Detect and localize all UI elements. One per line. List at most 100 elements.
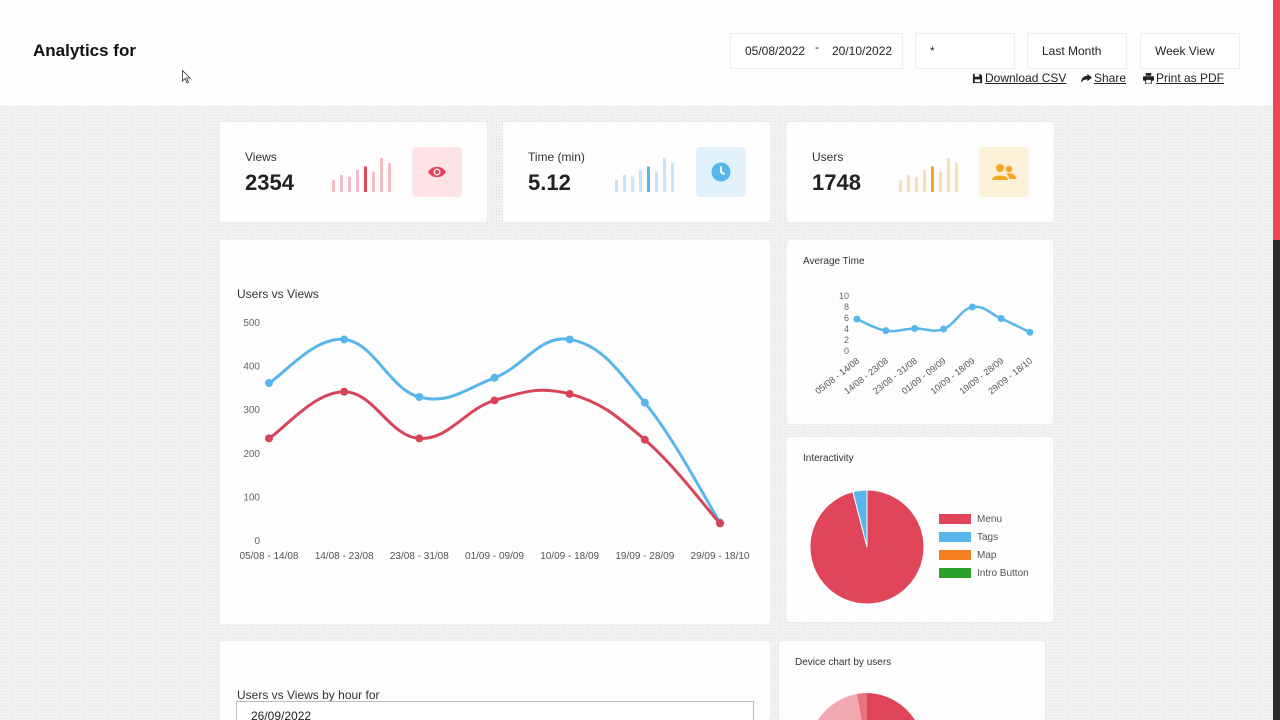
hourly-date-input[interactable]: 26/09/2022 <box>236 701 754 720</box>
page-title: Analytics for <box>33 41 136 60</box>
legend-item[interactable]: Intro Button <box>939 564 1029 582</box>
pie-slice[interactable] <box>852 489 868 548</box>
y-tick-label: 500 <box>243 318 260 329</box>
sparkline-bar <box>372 171 375 192</box>
data-point[interactable] <box>640 435 649 444</box>
sparkline-bar <box>663 158 666 192</box>
sparkline-bar <box>923 169 926 192</box>
data-point[interactable] <box>415 434 424 443</box>
legend-item[interactable]: Tags <box>939 528 1029 546</box>
data-point[interactable] <box>340 335 349 344</box>
x-tick-label: 19/09 - 28/09 <box>615 551 674 562</box>
eye-icon <box>428 166 446 178</box>
filter-input[interactable]: * <box>915 33 1015 69</box>
data-point[interactable] <box>490 396 499 405</box>
kpi-icon-box <box>696 147 746 197</box>
print-pdf-link[interactable]: Print as PDF <box>1143 71 1224 87</box>
data-point[interactable] <box>911 324 919 332</box>
y-tick-label: 2 <box>844 335 849 345</box>
data-point[interactable] <box>882 327 890 335</box>
sparkline-bar <box>388 163 391 192</box>
sparkline-bar <box>639 169 642 192</box>
period-select[interactable]: Last Month <box>1027 33 1127 69</box>
date-from[interactable]: 05/08/2022 <box>745 44 806 58</box>
kpi-label: Views <box>245 150 277 164</box>
chart-title: Users vs Views by hour for <box>237 688 380 702</box>
data-point[interactable] <box>853 315 861 323</box>
device-pie-chart[interactable] <box>809 693 929 720</box>
data-point[interactable] <box>565 335 574 344</box>
chart-title: Average Time <box>803 256 865 267</box>
scrollbar-thumb[interactable] <box>1273 0 1280 240</box>
date-to[interactable]: 20/10/2022 <box>832 44 893 58</box>
data-point[interactable] <box>716 519 724 528</box>
y-tick-label: 8 <box>844 302 849 312</box>
data-point[interactable] <box>340 387 349 396</box>
data-point[interactable] <box>415 392 424 401</box>
device-card: Device chart by users <box>779 641 1045 720</box>
view-select[interactable]: Week View <box>1140 33 1240 69</box>
print-icon <box>1143 72 1154 84</box>
legend-swatch-map <box>939 550 971 560</box>
sparkline-bar <box>939 171 942 192</box>
kpi-value: 5.12 <box>528 170 571 195</box>
interactivity-pie-chart[interactable] <box>797 477 937 617</box>
x-tick-label: 29/09 - 18/10 <box>691 551 750 562</box>
series-line <box>268 337 722 524</box>
legend-item[interactable]: Map <box>939 546 1029 564</box>
y-tick-label: 200 <box>243 449 260 460</box>
legend-item[interactable]: Menu <box>939 510 1029 528</box>
average-time-card: Average Time 0 2 4 6 8 10 05/08 - 14/08 14/08 -… <box>787 240 1053 424</box>
sparkline-bars <box>615 158 674 192</box>
data-point[interactable] <box>640 398 649 407</box>
hourly-card: Users vs Views by hour for 26/09/2022 <box>220 641 770 720</box>
sparkline-bar <box>899 180 902 192</box>
data-point[interactable] <box>997 315 1005 323</box>
data-point[interactable] <box>1026 328 1034 336</box>
sparkline-bar <box>647 166 650 192</box>
period-value: Last Month <box>1042 44 1102 58</box>
sparkline-bar <box>955 163 958 192</box>
data-point[interactable] <box>565 389 574 398</box>
download-csv-link[interactable]: Download CSV <box>972 71 1066 87</box>
kpi-card-time: Time (min) 5.12 <box>503 122 770 222</box>
sparkline-bars <box>899 158 958 192</box>
device-pie-slice <box>867 693 915 720</box>
date-range-picker[interactable]: 05/08/2022 - 20/10/2022 <box>730 33 903 69</box>
x-tick-label: 14/08 - 23/08 <box>315 551 374 562</box>
y-tick-label: 0 <box>844 346 849 356</box>
data-point[interactable] <box>265 379 273 388</box>
sparkline-bar <box>655 171 658 192</box>
clock-icon <box>711 162 731 182</box>
share-link[interactable]: Share <box>1081 71 1126 87</box>
y-tick-label: 6 <box>844 313 849 323</box>
sparkline-bar <box>947 158 950 192</box>
legend-label: Map <box>977 549 997 561</box>
users-vs-views-chart[interactable]: 0 100 200 300 400 500 05/08 - 14/08 14/08 - 23/… <box>220 240 770 624</box>
legend-label: Intro Button <box>977 567 1029 579</box>
save-icon <box>972 73 983 83</box>
x-tick-label: 10/09 - 18/09 <box>540 551 599 562</box>
kpi-value: 1748 <box>812 170 861 195</box>
x-tick-label: 01/09 - 09/09 <box>465 551 524 562</box>
kpi-label: Users <box>812 150 844 164</box>
legend-swatch-tags <box>939 532 971 542</box>
print-pdf-label: Print as PDF <box>1156 71 1225 85</box>
y-tick-label: 4 <box>844 324 849 334</box>
users-vs-views-card: Users vs Views 0 100 200 300 400 500 05/08 - 1… <box>220 240 770 624</box>
device-pie-slice <box>818 694 862 720</box>
mouse-cursor-icon <box>182 70 191 84</box>
data-point[interactable] <box>490 373 499 382</box>
filter-value: * <box>930 44 935 58</box>
sparkline-bar <box>623 175 626 192</box>
sparkline-bar <box>340 175 343 192</box>
chart-title: Interactivity <box>803 453 854 464</box>
pie-legend: Menu Tags Map Intro Button <box>939 510 1029 582</box>
data-point[interactable] <box>940 325 947 333</box>
data-point[interactable] <box>265 434 273 443</box>
y-tick-label: 0 <box>254 536 260 547</box>
kpi-icon-box <box>979 147 1029 197</box>
data-point[interactable] <box>968 303 976 311</box>
scrollbar[interactable] <box>1273 0 1280 720</box>
